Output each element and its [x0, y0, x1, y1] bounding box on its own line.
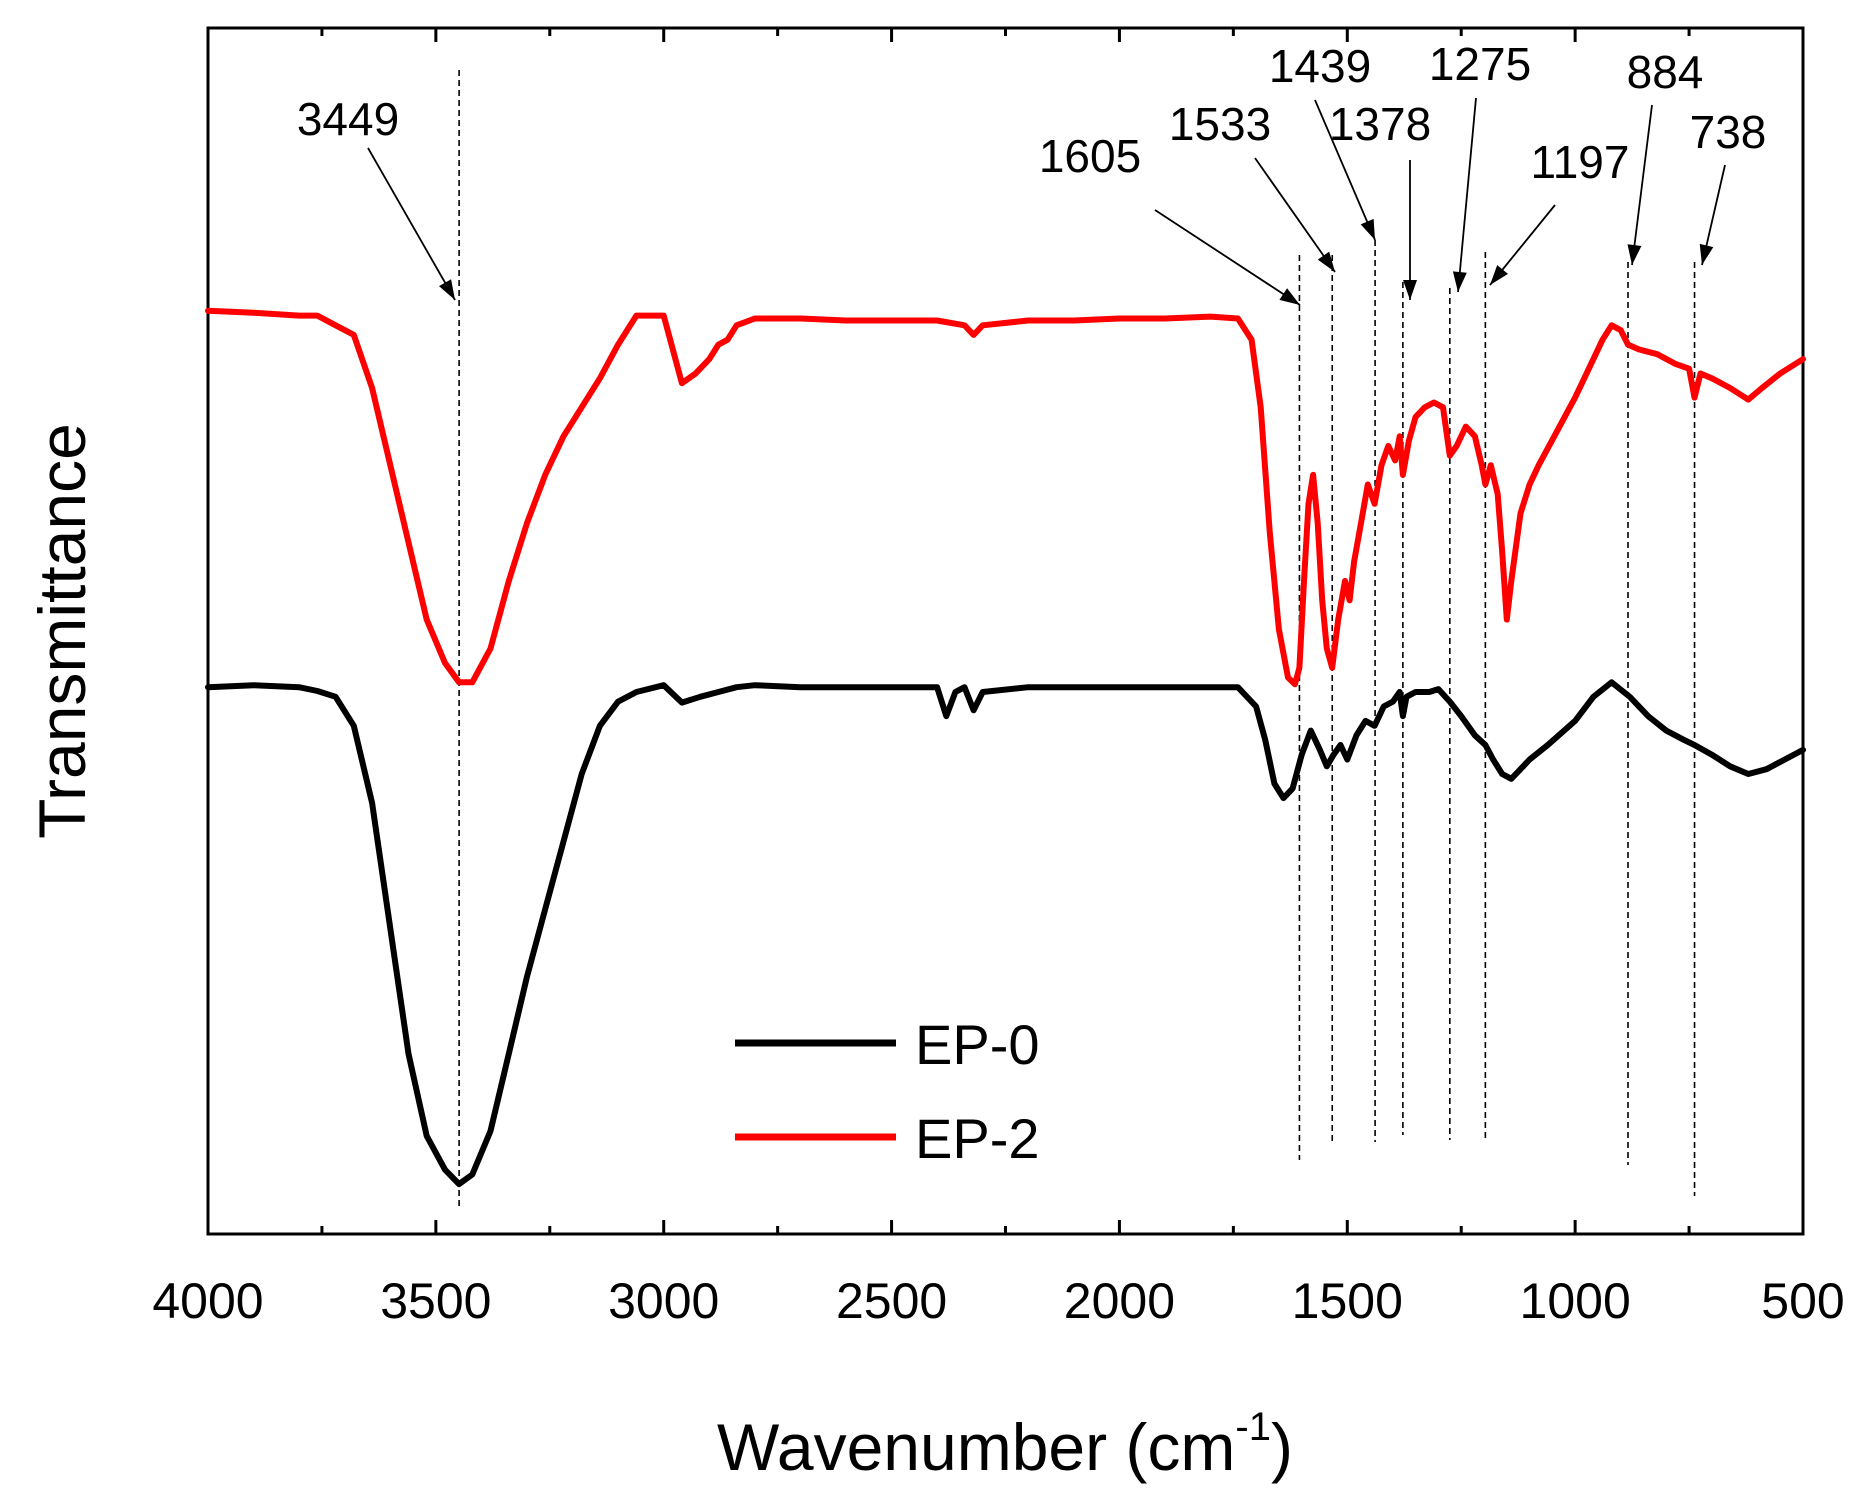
legend-label-ep0: EP-0: [915, 1013, 1040, 1076]
x-axis-title: Wavenumber (cm-1): [717, 1405, 1293, 1484]
peak-guide-lines: [458, 70, 1696, 1208]
series-line-ep-2: [205, 307, 1806, 688]
peak-label: 1439: [1269, 40, 1371, 92]
x-tick-label: 4000: [152, 1273, 263, 1329]
peak-label: 1605: [1039, 130, 1141, 182]
x-tick-label: 2500: [836, 1273, 947, 1329]
peak-arrow-head: [1279, 288, 1300, 305]
peak-arrow-head: [439, 279, 455, 300]
y-axis-title: Transmittance: [25, 423, 99, 839]
peak-arrow-head: [1360, 218, 1375, 240]
series-line-ep-0: [205, 679, 1806, 1188]
peak-arrow-head: [1452, 271, 1467, 292]
peak-arrow-head: [1627, 244, 1642, 265]
x-tick-label: 2000: [1064, 1273, 1175, 1329]
peak-arrow-line: [1631, 104, 1653, 266]
peak-arrow-head: [1699, 243, 1714, 265]
peak-label: 738: [1690, 106, 1767, 158]
peak-label: 3449: [297, 93, 399, 145]
x-axis-title-main: Wavenumber (cm: [717, 1410, 1235, 1484]
peak-arrow-line: [1154, 209, 1301, 306]
x-tick-label: 3500: [380, 1273, 491, 1329]
peak-label: 1533: [1169, 98, 1271, 150]
peak-arrow-line: [367, 147, 456, 301]
x-axis-tick-labels: 4000 3500 3000 2500 2000 1500 1000 500: [152, 1273, 1844, 1329]
peak-label: 1275: [1429, 38, 1531, 90]
x-axis-ticks: [206, 28, 1805, 1234]
spectra-series: [205, 307, 1806, 1188]
peak-arrow-head: [1403, 280, 1417, 300]
x-tick-label: 500: [1761, 1273, 1844, 1329]
x-axis-title-close: ): [1271, 1410, 1293, 1484]
x-tick-label: 3000: [608, 1273, 719, 1329]
peak-label: 1378: [1329, 98, 1431, 150]
peak-arrow-line: [1457, 97, 1477, 293]
x-tick-label: 1000: [1520, 1273, 1631, 1329]
peak-arrow-line: [1314, 99, 1376, 241]
legend-label-ep2: EP-2: [915, 1107, 1040, 1170]
x-tick-label: 1500: [1292, 1273, 1403, 1329]
x-axis-title-superscript: -1: [1235, 1405, 1271, 1449]
peak-label: 1197: [1531, 136, 1630, 188]
peak-arrow-head: [1317, 251, 1335, 272]
legend: EP-0 EP-2: [735, 1013, 1040, 1170]
peak-label: 884: [1627, 46, 1704, 98]
peak-arrow-line: [1254, 157, 1336, 273]
peak-arrow-head: [1490, 265, 1508, 285]
